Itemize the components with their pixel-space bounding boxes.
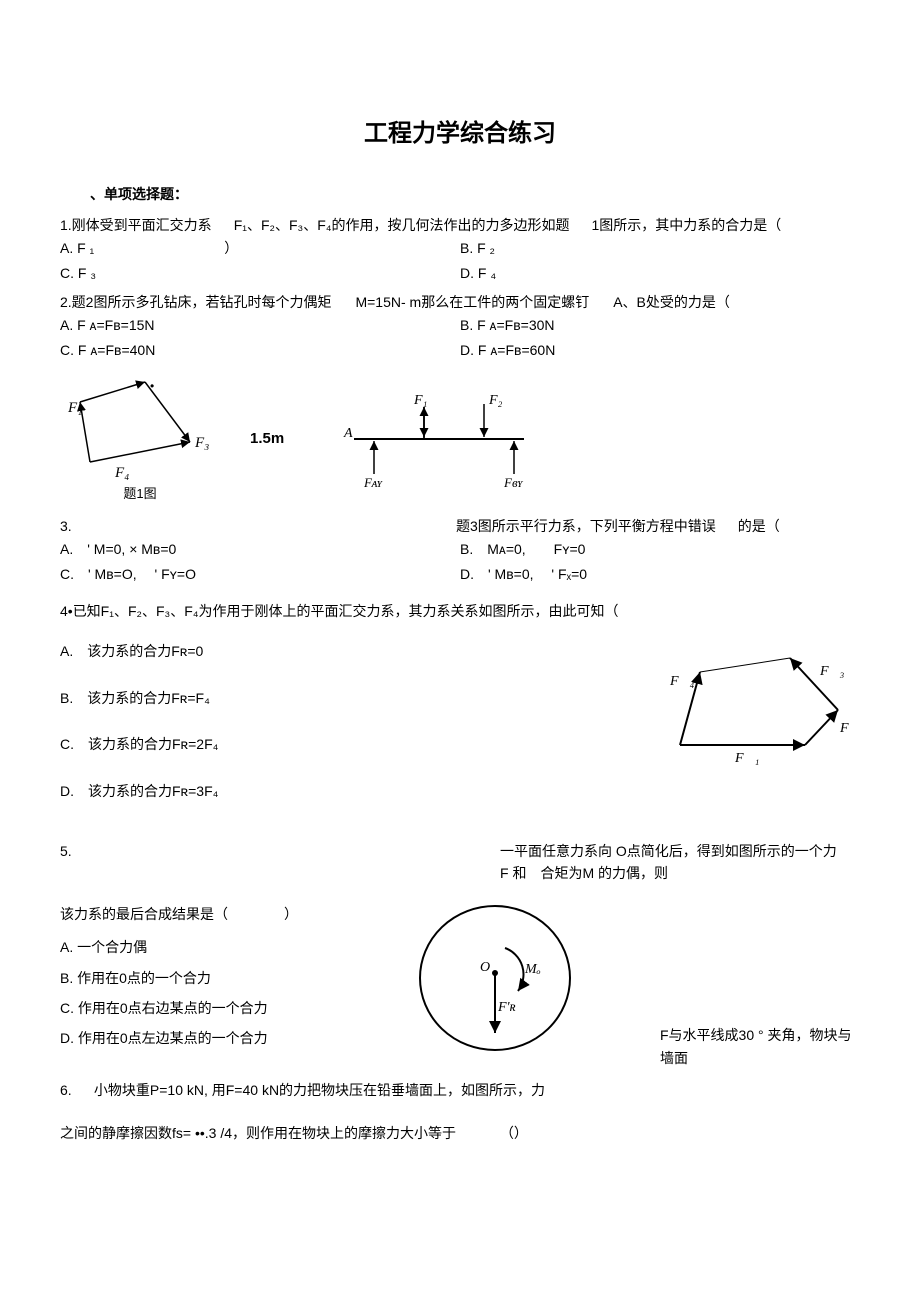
q4-opt-a: A. 该力系的合力Fʀ=0 [60,640,620,662]
fig4-f1: F⃗₁ [734,751,759,766]
fig3-f2: F₂ [488,393,503,408]
q1-opt-d: D. F ₄ [460,261,860,285]
fig3-fby: Fвʏ [503,475,524,489]
fig4-f2: F⃗₂ [839,721,860,736]
q4-opt-c: C. 该力系的合力Fʀ=2F₄ [60,733,620,755]
fig3-fay: Fᴀʏ [363,475,383,489]
question-6: 6. 小物块重P=10 kN, 用F=40 kN的力把物块压在铅垂墙面上，如图所… [60,1079,860,1144]
f1-label: F₁ [67,400,82,416]
q5-opt-b: B. 作用在0点的一个合力 [60,966,380,990]
q1-text-c: 1图所示，其中力系的合力是（ [591,214,781,236]
q5-opt-a: A. 一个合力偶 [60,935,380,959]
q3-num: 3. [60,515,452,537]
q2-opt-d: D. F ᴀ=Fв=60N [460,338,860,362]
fig3-f1: F₁ [413,393,427,408]
q5-prompt: 该力系的最后合成结果是（ ） [60,903,380,925]
figure-3: F₁ F₂ A Fᴀʏ Fвʏ [314,389,554,489]
q2-text-b: M=15N- m那么在工件的两个固定螺钉 [355,291,589,313]
page-title: 工程力学综合练习 [60,115,860,153]
circle-moment-icon: O Mₒ F'ʀ [410,893,590,1063]
figure-4: F⃗₁ F⃗₂ F⃗₃ F⃗₄ [660,640,860,776]
q2-text-c: A、B处受的力是（ [613,291,730,313]
fig1-caption: 题1图 [123,484,156,505]
q1-opt-c: C. F ₃ [60,261,460,285]
q5-d-tail: F与水平线成30 ° 夹角，物块与墙面 [660,1024,860,1069]
q2-text-a: 2.题2图所示多孔钻床，若钻孔时每个力偶矩 [60,291,331,313]
q3-opt-d: D. ' Mв=0, ' Fₓ=0 [460,562,860,586]
q3-tail: 的是（ [738,515,780,537]
question-3: 3. 题3图所示平行力系，下列平衡方程中错误 的是（ A. ' M=0, × M… [60,515,860,586]
q1-close: ） [224,240,238,256]
fig5-fr: F'ʀ [497,1000,516,1015]
section-header: 、单项选择题： [90,183,860,205]
dot-label: • [150,379,154,393]
question-2: 2.题2图所示多孔钻床，若钻孔时每个力偶矩 M=15N- m那么在工件的两个固定… [60,291,860,362]
q1-text-a: 1.刚体受到平面汇交力系 [60,214,212,236]
q5-opt-d: D. 作用在0点左边某点的一个合力 [60,1030,268,1046]
parallel-force-icon: F₁ F₂ A Fᴀʏ Fвʏ [314,389,554,489]
q3-text: 题3图所示平行力系，下列平衡方程中错误 [456,515,716,537]
question-1: 1.刚体受到平面汇交力系 F₁、F₂、F₃、F₄的作用，按几何法作出的力多边形如… [60,214,860,285]
q1-opt-a: A. F ₁ [60,240,94,256]
q3-opt-b: B. Mᴀ=0, Fʏ=0 [460,537,860,561]
fig4-f4: F⃗₄ [669,674,694,689]
figures-row-1: F₁ F₃ F₄ • 题1图 1.5m F₁ F₂ A Fᴀʏ Fвʏ [60,372,860,505]
q2-opt-a: A. F ᴀ=Fв=15N [60,313,460,337]
question-5: 5. 一平面任意力系向 O点简化后，得到如图所示的一个力 F 和 合矩为M 的力… [60,840,860,1069]
q6-num: 6. [60,1079,90,1101]
q5-text-b: F 和 合矩为M 的力偶，则 [500,862,860,884]
q2-opt-c: C. F ᴀ=Fв=40N [60,338,460,362]
q6-text: 小物块重P=10 kN, 用F=40 kN的力把物块压在铅垂墙面上，如图所示，力 [94,1082,545,1098]
q2-opt-b: B. F ᴀ=Fв=30N [460,313,860,337]
fig-between-text: 1.5m [250,427,284,451]
fig4-f3: F⃗₃ [819,664,844,679]
q5-opt-c: C. 作用在0点右边某点的一个合力 [60,996,380,1020]
force-quad-icon: F⃗₁ F⃗₂ F⃗₃ F⃗₄ [660,640,860,770]
q3-opt-c: C. ' Mв=O, ' Fʏ=O [60,562,460,586]
q1-text-b: F₁、F₂、F₃、F₄的作用，按几何法作出的力多边形如题 [234,214,570,236]
f4-label: F₄ [114,465,129,481]
q5-text-a: 一平面任意力系向 O点简化后，得到如图所示的一个力 [500,840,860,862]
fig5-o: O [480,960,490,975]
q3-opt-a: A. ' M=0, × Mв=0 [60,537,460,561]
force-polygon-icon: F₁ F₃ F₄ • [60,372,220,482]
figure-5: O Mₒ F'ʀ [410,893,630,1069]
q4-opt-d: D. 该力系的合力Fʀ=3F₄ [60,780,620,802]
figure-1: F₁ F₃ F₄ • 题1图 [60,372,220,505]
q4-text: 4•已知F₁、F₂、F₃、F₄为作用于刚体上的平面汇交力系，其力系关系如图所示，… [60,600,860,622]
q4-opt-b: B. 该力系的合力Fʀ=F₄ [60,687,620,709]
f3-label: F₃ [194,435,209,451]
q6-line2b: （） [500,1125,528,1141]
fig3-a: A [343,426,353,441]
question-4: 4•已知F₁、F₂、F₃、F₄为作用于刚体上的平面汇交力系，其力系关系如图所示，… [60,600,860,826]
fig5-mo: Mₒ [524,962,541,977]
q1-opt-b: B. F ₂ [460,236,860,260]
q5-num: 5. [60,840,500,885]
q6-line2a: 之间的静摩擦因数fs= ••.3 /4，则作用在物块上的摩擦力大小等于 [60,1125,456,1141]
